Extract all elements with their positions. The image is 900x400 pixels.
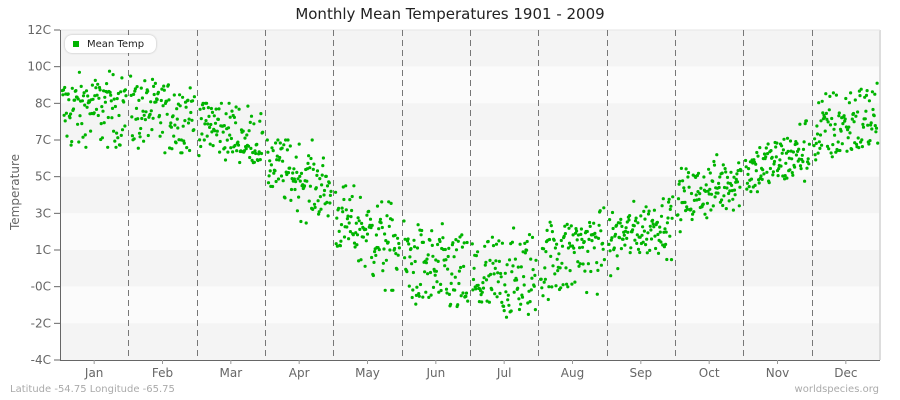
axes — [60, 30, 880, 361]
x-tick-label: Dec — [834, 366, 857, 380]
y-tick-label: 8C — [35, 96, 51, 110]
x-tick-label: Oct — [699, 366, 720, 380]
y-tick-label: 5C — [35, 170, 51, 184]
x-tick-label: Feb — [152, 366, 173, 380]
legend-square-icon — [73, 41, 79, 47]
y-axis-ticks: 12C 10C 8C 7C 5C 3C 1C -0C -2C -4C — [27, 23, 60, 367]
data-points — [60, 69, 880, 319]
y-tick-label: -4C — [31, 353, 51, 367]
y-tick-label: 7C — [35, 133, 51, 147]
y-tick-label: 1C — [35, 243, 51, 257]
legend: Mean Temp — [65, 35, 157, 53]
legend-label: Mean Temp — [87, 38, 145, 50]
x-tick-label: Jan — [84, 366, 104, 380]
x-tick-label: Aug — [561, 366, 584, 380]
x-tick-label: Apr — [289, 366, 310, 380]
x-tick-label: Nov — [766, 366, 789, 380]
x-tick-label: May — [355, 366, 380, 380]
x-tick-label: Jul — [496, 366, 511, 380]
chart-title: Monthly Mean Temperatures 1901 - 2009 — [295, 5, 605, 23]
y-tick-label: -2C — [31, 316, 51, 330]
y-tick-label: 12C — [27, 23, 51, 37]
x-tick-label: Jun — [425, 366, 445, 380]
x-tick-label: Sep — [630, 366, 653, 380]
source-caption: worldspecies.org — [794, 384, 879, 395]
month-separators — [128, 30, 813, 360]
x-axis-ticks: Jan Feb Mar Apr May Jun Jul Aug Sep Oct Nov Dec — [84, 360, 857, 380]
x-tick-label: Mar — [220, 366, 243, 380]
y-tick-label: 3C — [35, 206, 51, 220]
location-caption: Latitude -54.75 Longitude -65.75 — [10, 384, 175, 395]
y-tick-label: 10C — [27, 60, 51, 74]
y-tick-label: -0C — [31, 280, 51, 294]
